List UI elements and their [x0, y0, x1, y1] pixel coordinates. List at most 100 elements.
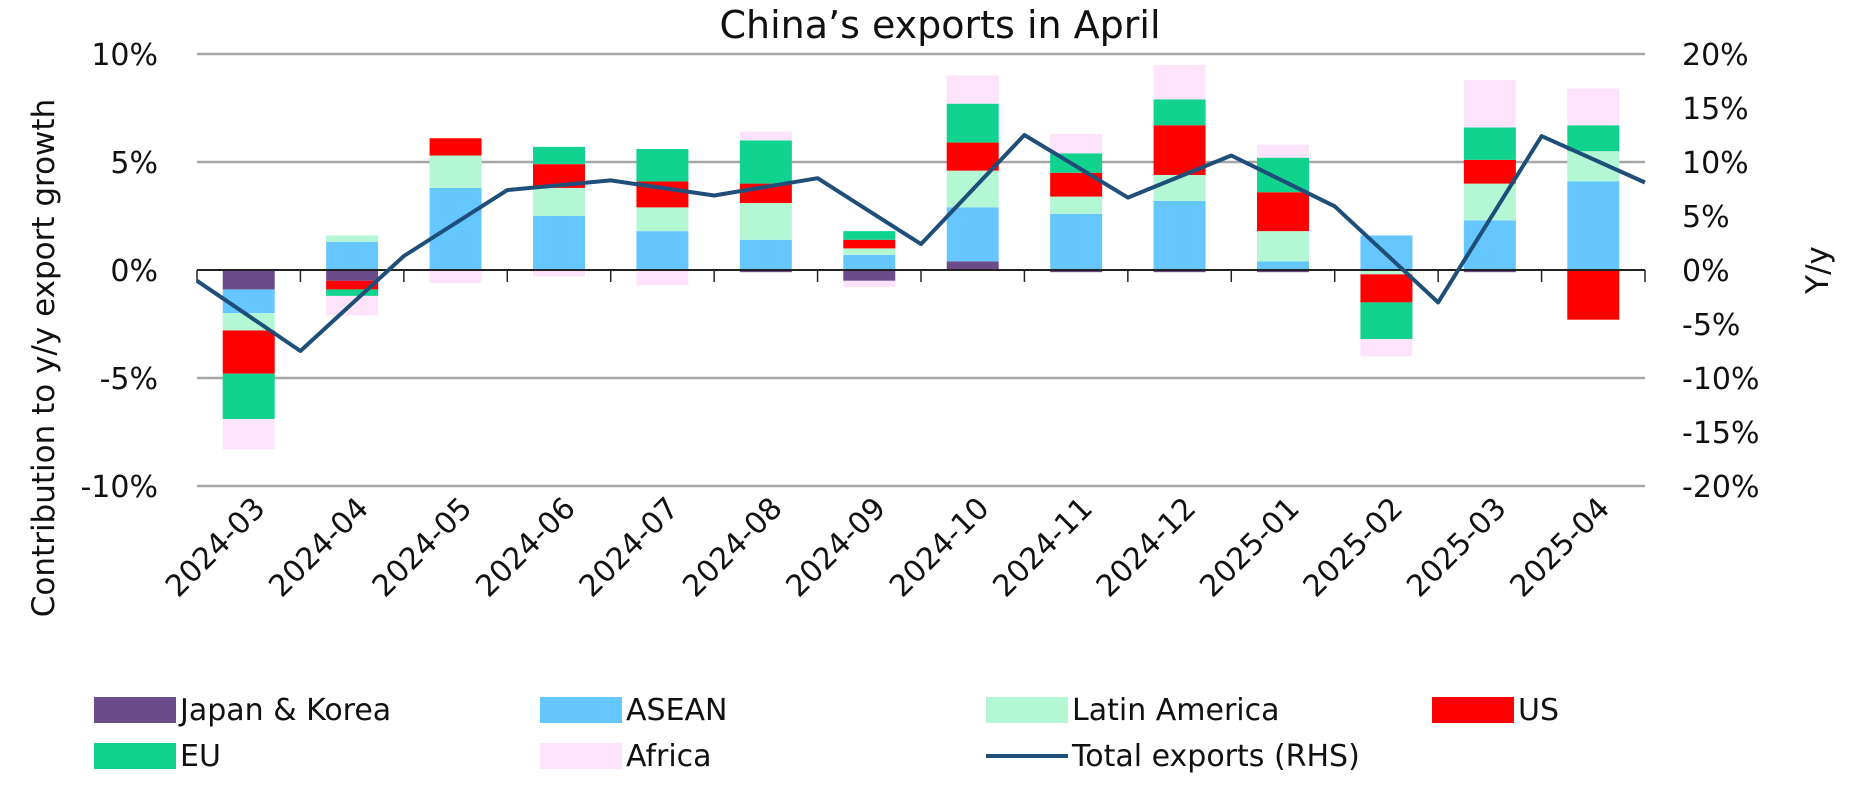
bar-us-2024-10 [946, 142, 999, 171]
bar-asean-2025-04 [1567, 181, 1620, 270]
y-tick-label-right: 0% [1682, 254, 1730, 289]
bar-us-2025-03 [1463, 159, 1516, 184]
bar-us-2024-06 [533, 164, 585, 188]
bar-japan-korea-2024-04 [326, 270, 379, 281]
bar-japan-korea-2024-10 [946, 261, 999, 270]
bar-asean-2024-11 [1050, 213, 1103, 270]
bar-asean-2025-01 [1257, 261, 1309, 270]
bar-africa-2025-04 [1567, 88, 1620, 126]
bar-africa-2025-03 [1463, 79, 1516, 128]
x-tick-label: 2024-08 [676, 491, 789, 604]
bar-latin-america-2024-07 [636, 207, 689, 232]
bar-africa-2024-10 [946, 75, 999, 104]
legend-swatch-japan-korea [94, 697, 176, 723]
bar-eu-2024-03 [222, 373, 275, 420]
legend-label-eu: EU [180, 738, 221, 774]
bar-africa-2024-11 [1050, 133, 1103, 154]
bar-us-2024-05 [429, 138, 482, 156]
bar-eu-2024-12 [1153, 99, 1206, 126]
bar-us-2024-04 [326, 280, 379, 290]
bar-africa-2024-12 [1153, 64, 1206, 100]
bar-us-2025-02 [1360, 274, 1413, 303]
x-tick-label: 2024-07 [573, 491, 686, 604]
bar-africa-2024-06 [533, 270, 585, 277]
x-tick-label: 2024-04 [262, 491, 375, 604]
bar-us-2024-11 [1050, 172, 1103, 197]
y-tick-label-right: -15% [1682, 416, 1760, 451]
y-tick-label-left: 0% [110, 254, 158, 289]
legend-swatch-eu [94, 743, 176, 769]
y-tick-label-right: 10% [1682, 146, 1749, 181]
legend-label-latin-america: Latin America [1072, 692, 1280, 728]
x-tick-label: 2025-03 [1400, 491, 1513, 604]
bar-japan-korea-2024-03 [222, 270, 275, 290]
bar-eu-2025-03 [1463, 127, 1516, 160]
x-tick-label: 2024-12 [1090, 491, 1203, 604]
y-tick-label-right: -20% [1682, 470, 1760, 505]
bar-us-2024-12 [1153, 125, 1206, 175]
bar-latin-america-2024-08 [739, 203, 792, 240]
legend: Japan & Korea ASEAN Latin America US EU … [94, 690, 1594, 790]
bar-eu-2024-04 [326, 289, 379, 296]
legend-item-asean: ASEAN [540, 690, 727, 730]
x-tick-label: 2024-03 [159, 491, 272, 604]
x-tick-label: 2024-06 [469, 491, 582, 604]
y-tick-label-right: 15% [1682, 92, 1749, 127]
legend-item-us: US [1432, 690, 1559, 730]
bar-japan-korea-2025-01 [1257, 270, 1309, 273]
bar-asean-2024-08 [739, 239, 792, 270]
bar-eu-2025-04 [1567, 125, 1620, 152]
legend-label-asean: ASEAN [626, 692, 728, 728]
legend-label-africa: Africa [626, 738, 712, 774]
bar-japan-korea-2024-08 [739, 270, 792, 273]
bar-japan-korea-2024-11 [1050, 270, 1103, 273]
bar-latin-america-2024-12 [1153, 174, 1206, 201]
bar-africa-2024-07 [636, 270, 689, 286]
bar-asean-2024-09 [843, 254, 896, 270]
x-tick-label: 2025-04 [1504, 491, 1617, 604]
bar-asean-2024-06 [533, 216, 585, 270]
bar-africa-2024-08 [739, 131, 792, 141]
bar-latin-america-2024-05 [429, 155, 482, 188]
bar-us-2024-09 [843, 239, 896, 249]
bar-asean-2024-12 [1153, 200, 1206, 270]
bar-us-2025-01 [1257, 192, 1309, 232]
legend-swatch-asean [540, 697, 622, 723]
legend-swatch-us [1432, 697, 1514, 723]
y-tick-label-left: -10% [80, 470, 158, 505]
bar-japan-korea-2025-03 [1463, 270, 1516, 273]
bar-asean-2024-04 [326, 241, 379, 270]
y-axis-title-left: Contribution to y/y export growth [26, 99, 62, 617]
bar-africa-2024-09 [843, 280, 896, 288]
bar-latin-america-2024-04 [326, 235, 379, 242]
x-tick-label: 2024-05 [366, 491, 479, 604]
bar-africa-2024-03 [222, 419, 275, 450]
bar-eu-2025-01 [1257, 157, 1309, 193]
bar-asean-2024-05 [429, 187, 482, 270]
bar-eu-2024-08 [739, 140, 792, 184]
x-tick-label: 2024-11 [986, 491, 1099, 604]
x-tick-label: 2025-02 [1297, 491, 1410, 604]
legend-item-africa: Africa [540, 736, 712, 776]
line-total-exports [195, 133, 1646, 353]
legend-swatch-africa [540, 743, 622, 769]
bar-eu-2025-02 [1360, 302, 1413, 340]
x-tick-label: 2025-01 [1193, 491, 1306, 604]
legend-item-eu: EU [94, 736, 221, 776]
legend-swatch-latin-america [986, 697, 1068, 723]
y-tick-label-left: 5% [110, 146, 158, 181]
bar-eu-2024-10 [946, 103, 999, 143]
legend-swatch-total-exports [986, 743, 1068, 769]
bar-eu-2024-06 [533, 146, 585, 165]
legend-item-latin-america: Latin America [986, 690, 1280, 730]
bar-asean-2024-10 [946, 207, 999, 262]
bar-africa-2025-01 [1257, 144, 1309, 158]
chart-svg: China’s exports in April10%5%0%-5%-10%20… [26, 3, 1836, 617]
legend-label-us: US [1518, 692, 1560, 728]
y-axis-title-right: Y/y [1800, 246, 1836, 295]
y-tick-label-right: -5% [1682, 308, 1740, 343]
legend-label-total-exports: Total exports (RHS) [1072, 738, 1360, 774]
x-tick-label: 2024-10 [883, 491, 996, 604]
chart-title: China’s exports in April [719, 3, 1160, 47]
